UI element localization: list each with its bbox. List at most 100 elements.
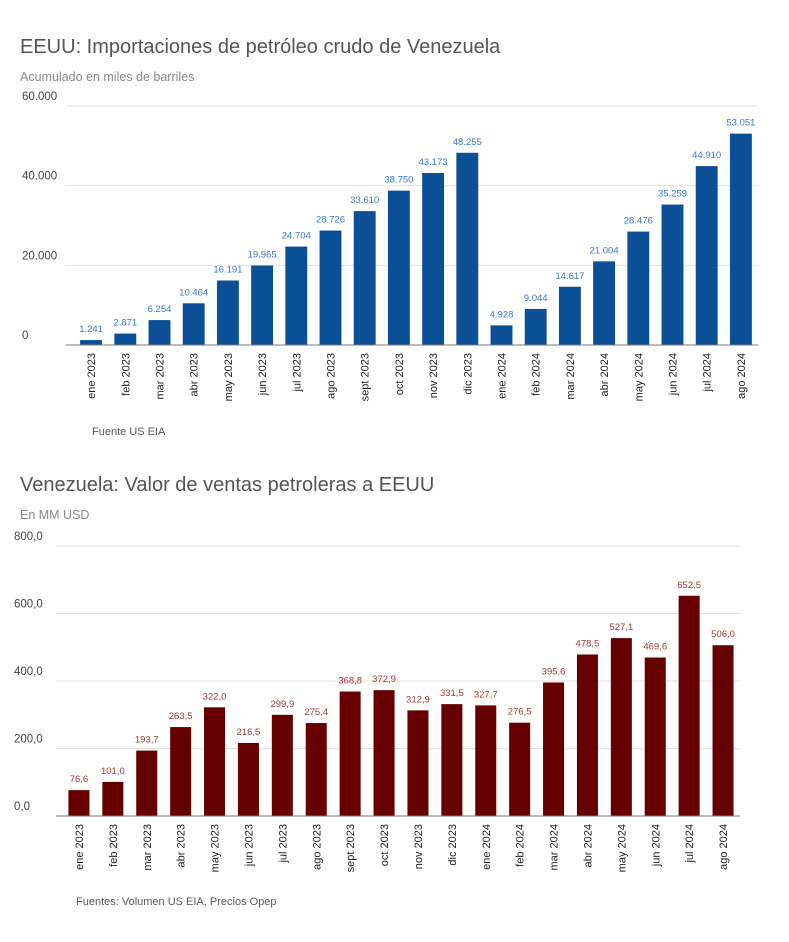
- data-label: 395,6: [542, 666, 566, 677]
- bar: [373, 690, 395, 816]
- x-tick-label: jun 2024: [668, 353, 680, 396]
- data-label: 327,7: [474, 689, 498, 700]
- data-label: 10.464: [179, 287, 208, 298]
- x-tick-label: feb 2024: [531, 353, 543, 396]
- x-tick-label: ago 2024: [718, 824, 730, 870]
- bar: [216, 280, 239, 345]
- bar: [285, 246, 308, 345]
- bar: [695, 166, 718, 345]
- data-label: 216,5: [237, 727, 261, 738]
- bar: [644, 657, 666, 816]
- data-label: 372,9: [372, 674, 396, 685]
- y-tick-label: 0: [22, 330, 28, 342]
- bar: [114, 333, 137, 345]
- chart-imports: EEUU: Importaciones de petróleo crudo de…: [0, 0, 789, 470]
- x-tick-label: ene 2024: [481, 824, 493, 870]
- bar: [422, 173, 445, 345]
- x-tick-label: jul 2024: [702, 353, 714, 393]
- bar: [610, 638, 632, 816]
- bar: [475, 705, 497, 816]
- x-tick-label: jul 2023: [291, 353, 303, 393]
- chart-sales-value: Venezuela: Valor de ventas petroleras a …: [0, 470, 789, 942]
- x-tick-label: mar 2024: [565, 353, 577, 399]
- chart-plot-sales-value: 0,0 200,0 400,0 600,0 800,0 76,6 ene 2023 101,0…: [14, 531, 740, 872]
- bar: [80, 340, 103, 345]
- data-label: 193,7: [135, 735, 159, 746]
- x-tick-label: ago 2023: [326, 353, 338, 399]
- data-label: 1.241: [79, 324, 103, 335]
- x-tick-label: feb 2023: [120, 353, 132, 396]
- x-tick-label: sept 2023: [360, 353, 372, 401]
- chart-source: Fuentes: Volumen US EIA, Precios Opep: [76, 896, 277, 908]
- bar: [627, 231, 650, 345]
- bar: [170, 727, 192, 816]
- bar: [712, 645, 734, 816]
- data-label: 331,5: [440, 688, 464, 699]
- data-label: 506,0: [711, 629, 735, 640]
- bar: [68, 790, 90, 816]
- y-tick-label: 600,0: [14, 599, 43, 611]
- data-label: 28.726: [316, 215, 345, 226]
- y-tick-label: 200,0: [14, 734, 43, 746]
- data-label: 38.750: [384, 175, 413, 186]
- bar: [524, 308, 547, 345]
- x-tick-label: mar 2023: [155, 353, 167, 399]
- chart-source: Fuente US EIA: [92, 426, 166, 438]
- data-label: 24.704: [282, 231, 311, 242]
- bar: [353, 211, 376, 345]
- chart-subtitle: Acumulado en miles de barriles: [20, 70, 195, 84]
- bar: [271, 714, 293, 816]
- x-tick-label: ago 2023: [311, 824, 323, 870]
- data-label: 76,6: [70, 774, 89, 785]
- bar: [678, 595, 700, 816]
- data-label: 322,0: [203, 691, 227, 702]
- chart-subtitle: En MM USD: [20, 508, 90, 522]
- x-tick-label: jul 2023: [277, 824, 289, 864]
- x-tick-label: mar 2024: [549, 824, 561, 870]
- x-tick-label: feb 2023: [108, 824, 120, 867]
- y-tick-label: 20.000: [22, 250, 57, 262]
- data-label: 16.191: [213, 265, 242, 276]
- data-label: 35.259: [658, 189, 687, 200]
- data-label: 478,5: [576, 639, 600, 650]
- bar: [182, 303, 205, 345]
- bar: [136, 750, 158, 816]
- bar: [441, 704, 463, 816]
- data-label: 275,4: [304, 707, 328, 718]
- data-label: 4.928: [490, 309, 514, 320]
- data-label: 276,5: [508, 707, 532, 718]
- x-tick-label: nov 2023: [413, 824, 425, 869]
- data-label: 19.965: [248, 249, 277, 260]
- x-tick-label: jul 2024: [684, 824, 696, 864]
- bar: [251, 265, 274, 345]
- y-tick-label: 400,0: [14, 666, 43, 678]
- x-tick-label: mar 2023: [142, 824, 154, 870]
- bar: [148, 320, 171, 345]
- data-label: 28.476: [624, 216, 653, 227]
- x-tick-label: abr 2024: [599, 353, 611, 396]
- bar: [490, 325, 513, 345]
- y-tick-label: 800,0: [14, 531, 43, 543]
- data-label: 263,5: [169, 711, 193, 722]
- data-label: 48.255: [453, 137, 482, 148]
- bar: [407, 710, 429, 816]
- x-tick-label: nov 2023: [428, 353, 440, 398]
- bar: [576, 654, 598, 816]
- x-tick-label: oct 2023: [379, 824, 391, 866]
- x-tick-label: jun 2023: [257, 353, 269, 396]
- bar: [593, 261, 616, 345]
- data-label: 44.910: [692, 150, 721, 161]
- data-label: 43.173: [419, 157, 448, 168]
- x-tick-label: ene 2023: [74, 824, 86, 870]
- data-label: 312,9: [406, 694, 430, 705]
- data-label: 2.871: [113, 318, 137, 329]
- bar: [387, 190, 410, 345]
- data-label: 33.610: [350, 195, 379, 206]
- x-tick-label: dic 2023: [447, 824, 459, 866]
- bar: [543, 682, 565, 816]
- data-label: 53.051: [726, 118, 755, 129]
- data-label: 9.044: [524, 293, 548, 304]
- y-tick-label: 60.000: [22, 91, 57, 103]
- bar: [729, 133, 752, 345]
- bar: [237, 742, 259, 816]
